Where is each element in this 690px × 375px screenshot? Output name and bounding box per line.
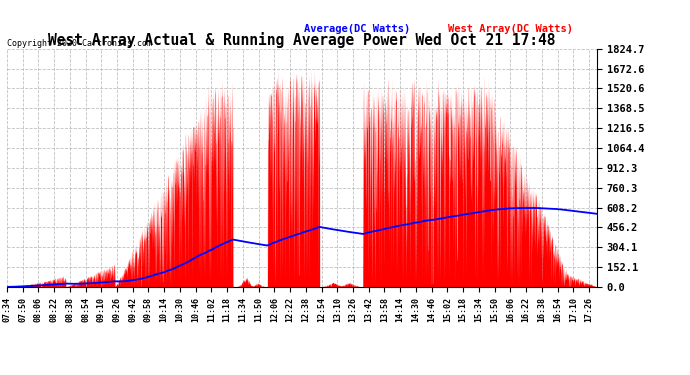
- Text: Average(DC Watts): Average(DC Watts): [304, 24, 410, 34]
- Text: West Array(DC Watts): West Array(DC Watts): [448, 24, 573, 34]
- Text: Copyright 2020 Cartronics.com: Copyright 2020 Cartronics.com: [7, 39, 152, 48]
- Title: West Array Actual & Running Average Power Wed Oct 21 17:48: West Array Actual & Running Average Powe…: [48, 32, 555, 48]
